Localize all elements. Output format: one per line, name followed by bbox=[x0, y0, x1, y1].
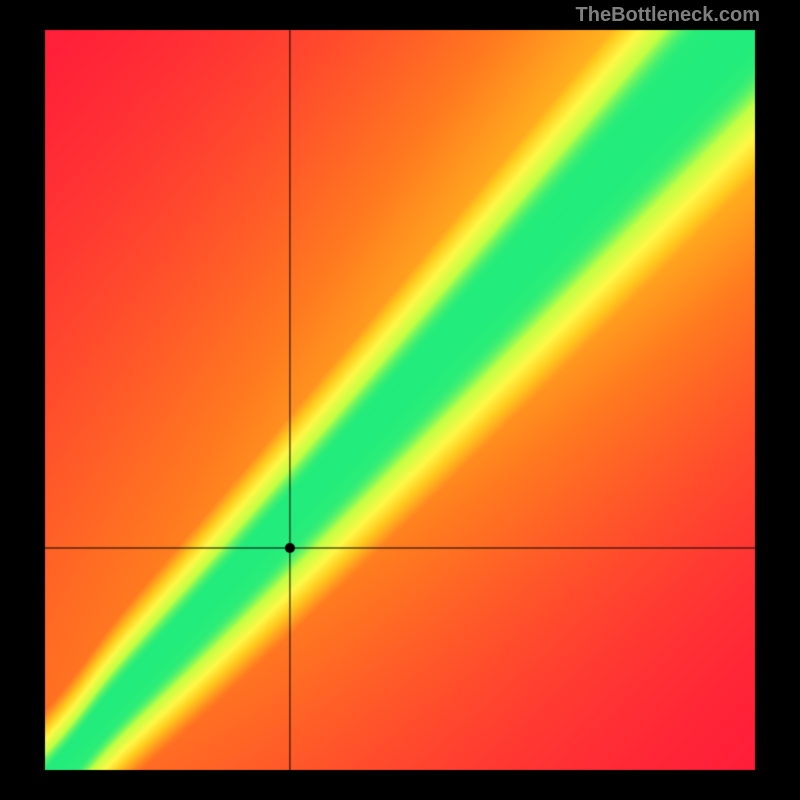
heatmap-canvas bbox=[0, 0, 800, 800]
watermark-text: TheBottleneck.com bbox=[576, 4, 760, 27]
chart-container: TheBottleneck.com bbox=[0, 0, 800, 800]
